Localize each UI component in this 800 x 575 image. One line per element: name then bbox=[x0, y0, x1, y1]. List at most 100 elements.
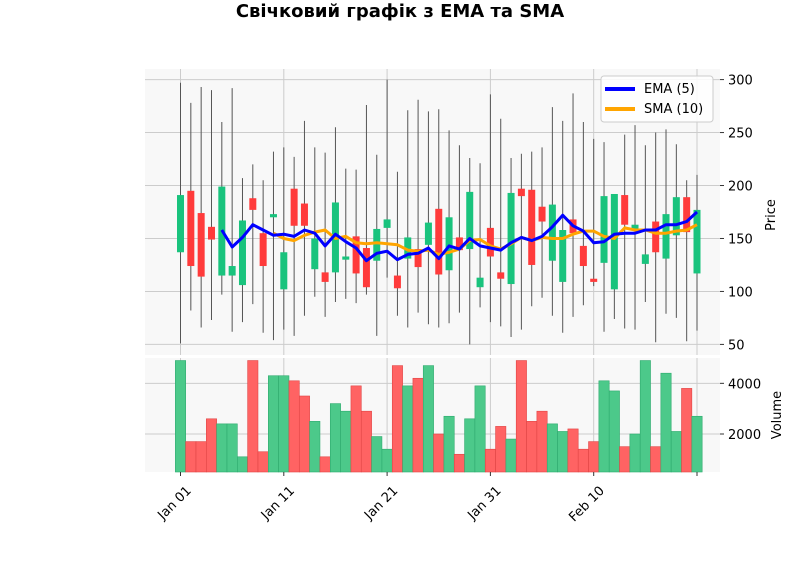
volume-bar bbox=[402, 385, 414, 473]
price-tick-label: 100 bbox=[728, 285, 753, 300]
candle-body bbox=[435, 208, 443, 275]
volume-bar bbox=[298, 395, 310, 473]
volume-bar bbox=[340, 410, 352, 473]
volume-bar bbox=[567, 428, 579, 473]
volume-bar bbox=[515, 360, 527, 473]
candle-body bbox=[362, 248, 370, 288]
volume-bar bbox=[422, 365, 434, 473]
candle-body bbox=[455, 237, 463, 251]
volume-bar bbox=[247, 360, 259, 473]
candle-body bbox=[393, 275, 401, 289]
volume-bar bbox=[577, 448, 589, 473]
candle-body bbox=[476, 277, 484, 288]
candle-body bbox=[600, 196, 608, 263]
candle-body bbox=[414, 249, 422, 268]
candle-body bbox=[652, 221, 660, 253]
candle-body bbox=[207, 226, 215, 240]
volume-bar bbox=[453, 453, 465, 473]
candle-body bbox=[559, 230, 567, 282]
candle-body bbox=[693, 209, 701, 274]
volume-bar bbox=[536, 410, 548, 473]
price-tick-label: 150 bbox=[728, 232, 753, 247]
chart-title: Свічковий графік з EMA та SMA bbox=[236, 1, 564, 22]
candle-body bbox=[672, 197, 680, 236]
volume-bar bbox=[381, 448, 393, 473]
x-tick-label: Jan 31 bbox=[464, 484, 504, 524]
x-axis-ticks: Jan 01 Jan 11 Jan 21 Jan 31 Feb 10 bbox=[155, 472, 698, 526]
candle-body bbox=[621, 195, 629, 225]
candle-body bbox=[321, 272, 329, 282]
candle-body bbox=[300, 203, 308, 226]
volume-bar bbox=[505, 438, 517, 473]
volume-axis-label: Volume bbox=[770, 391, 785, 439]
volume-bar bbox=[495, 426, 507, 473]
candle-body bbox=[342, 256, 350, 260]
volume-bar bbox=[257, 451, 269, 473]
candle-body bbox=[424, 222, 432, 245]
volume-bar bbox=[371, 436, 383, 473]
candle-body bbox=[590, 278, 598, 282]
volume-tick-label: 4000 bbox=[728, 377, 761, 392]
candle-body bbox=[404, 237, 412, 259]
legend-ema-label: EMA (5) bbox=[644, 82, 695, 97]
candle-body bbox=[497, 272, 505, 279]
volume-bar bbox=[319, 456, 331, 473]
candles bbox=[177, 79, 701, 345]
candle-body bbox=[197, 213, 205, 277]
volume-tick-label: 2000 bbox=[728, 428, 761, 443]
candle-body bbox=[249, 198, 257, 210]
candle-body bbox=[187, 190, 195, 267]
legend-sma-label: SMA (10) bbox=[644, 102, 703, 117]
candle-body bbox=[352, 236, 360, 274]
candle-body bbox=[383, 219, 391, 228]
volume-bar bbox=[660, 372, 672, 473]
price-tick-label: 200 bbox=[728, 180, 753, 195]
volume-bars bbox=[175, 360, 703, 473]
candle-body bbox=[228, 266, 236, 276]
volume-bar bbox=[288, 380, 300, 473]
volume-bar bbox=[175, 360, 186, 473]
price-tick-label: 50 bbox=[728, 338, 745, 353]
candle-body bbox=[466, 191, 474, 250]
candle-body bbox=[373, 228, 381, 261]
volume-bar bbox=[474, 385, 486, 473]
volume-bar bbox=[608, 390, 620, 473]
volume-bar bbox=[226, 423, 238, 473]
volume-bar bbox=[237, 456, 248, 473]
candle-body bbox=[486, 227, 494, 257]
volume-bar bbox=[639, 360, 651, 473]
volume-bar bbox=[464, 418, 476, 473]
volume-bar bbox=[691, 415, 703, 473]
volume-bar bbox=[681, 388, 693, 473]
volume-bar bbox=[588, 441, 600, 473]
volume-axis-ticks: 2000 4000 bbox=[720, 377, 761, 443]
volume-bar bbox=[195, 441, 207, 473]
volume-bar bbox=[526, 421, 538, 473]
legend: EMA (5) SMA (10) bbox=[600, 75, 714, 123]
ema-line bbox=[220, 210, 699, 263]
volume-bar bbox=[216, 423, 228, 473]
candle-body bbox=[528, 189, 536, 265]
volume-bar bbox=[598, 380, 610, 473]
price-tick-label: 250 bbox=[728, 127, 753, 142]
candle-body bbox=[269, 214, 277, 218]
candle-body bbox=[641, 254, 649, 264]
volume-bar bbox=[670, 431, 682, 473]
candle-body bbox=[683, 197, 691, 233]
x-tick-label: Feb 10 bbox=[566, 484, 608, 526]
x-tick-label: Jan 21 bbox=[361, 484, 401, 524]
candle-body bbox=[538, 206, 546, 222]
volume-bar bbox=[629, 433, 641, 473]
candle-body bbox=[290, 188, 298, 226]
candle-body bbox=[517, 188, 525, 197]
volume-bar bbox=[360, 410, 372, 473]
candle-body bbox=[548, 204, 556, 261]
volume-bar bbox=[329, 403, 341, 473]
volume-bar bbox=[433, 433, 445, 473]
volume-bar bbox=[309, 421, 321, 473]
volume-bar bbox=[278, 375, 290, 473]
candle-body bbox=[445, 217, 453, 271]
volume-bar bbox=[412, 377, 424, 473]
volume-bar bbox=[619, 446, 631, 473]
candle-body bbox=[631, 224, 639, 229]
